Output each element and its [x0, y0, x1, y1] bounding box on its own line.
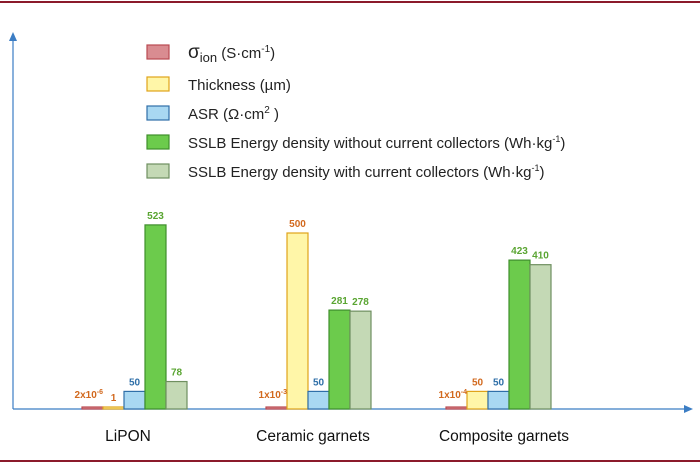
bar-sigma-1	[265, 406, 288, 410]
legend-label-thickness: Thickness (µm)	[188, 77, 291, 94]
data-label-thickness-2: 50	[472, 377, 484, 388]
bar-ed_with-1	[349, 310, 372, 410]
bar-ed_without-2	[508, 259, 531, 410]
bar-ed_without-0	[144, 224, 167, 410]
data-label-thickness-0: 1	[111, 393, 117, 404]
legend-item-thickness: Thickness (µm)	[146, 76, 291, 94]
chart-category-labels: LiPON Ceramic garnets Composite garnets	[105, 428, 569, 445]
legend-swatch-ed_without	[146, 134, 170, 150]
bar-asr-1	[307, 390, 330, 410]
bar-ed_with-2	[529, 264, 552, 410]
legend-label-ed_with: SSLB Energy density with current collect…	[188, 163, 544, 181]
bar-asr-2	[487, 390, 510, 410]
legend-label-ed_without: SSLB Energy density without current coll…	[188, 134, 565, 152]
data-label-asr-0: 50	[129, 377, 141, 388]
legend-swatch-asr	[146, 105, 170, 121]
data-label-ed_without-0: 523	[147, 211, 164, 222]
chart-legend: σion (S·cm-1) Thickness (µm) ASR (Ω·cm2 ) S…	[146, 42, 565, 181]
legend-swatch-thickness	[146, 76, 170, 92]
bar-ed_with-0	[165, 380, 188, 410]
data-label-sigma-1: 1x10-3	[259, 389, 288, 401]
bar-asr-0	[123, 390, 146, 410]
data-label-thickness-1: 500	[289, 219, 306, 230]
legend-swatch-ed_with	[146, 163, 170, 179]
legend-item-ed_with: SSLB Energy density with current collect…	[146, 163, 544, 181]
chart-data-labels: 2x10-6 1 50 523 78 1x10-3 500 50 281 278 1x10-4 50 5…	[75, 211, 550, 404]
category-label-2: Composite garnets	[439, 428, 569, 445]
bar-ed_without-1	[328, 309, 351, 410]
top-frame-line	[0, 1, 700, 3]
data-label-ed_with-0: 78	[171, 368, 183, 379]
y-axis-arrow	[9, 32, 17, 41]
data-label-ed_with-1: 278	[352, 297, 369, 308]
data-label-asr-1: 50	[313, 377, 325, 388]
data-label-sigma-2: 1x10-4	[439, 389, 468, 401]
data-label-ed_without-1: 281	[331, 296, 348, 307]
legend-item-ed_without: SSLB Energy density without current coll…	[146, 134, 565, 152]
x-axis-arrow	[684, 405, 693, 413]
bar-thickness-1	[286, 232, 309, 410]
category-label-1: Ceramic garnets	[256, 428, 370, 445]
legend-item-asr: ASR (Ω·cm2 )	[146, 105, 279, 123]
bar-thickness-2	[466, 390, 489, 410]
legend-label-asr: ASR (Ω·cm2 )	[188, 105, 279, 123]
bar-sigma-2	[445, 406, 468, 410]
bottom-frame-line	[0, 460, 700, 462]
bar-sigma-0	[81, 406, 104, 410]
data-label-ed_without-2: 423	[511, 246, 528, 257]
category-label-0: LiPON	[105, 428, 151, 445]
legend-swatch-sigma	[146, 44, 170, 60]
bar-thickness-0	[102, 406, 125, 410]
data-label-asr-2: 50	[493, 377, 505, 388]
data-label-ed_with-2: 410	[532, 251, 549, 262]
legend-label-sigma: σion (S·cm-1)	[188, 42, 275, 65]
data-label-sigma-0: 2x10-6	[75, 389, 104, 401]
legend-item-sigma: σion (S·cm-1)	[146, 42, 275, 65]
chart-bars	[81, 224, 552, 410]
